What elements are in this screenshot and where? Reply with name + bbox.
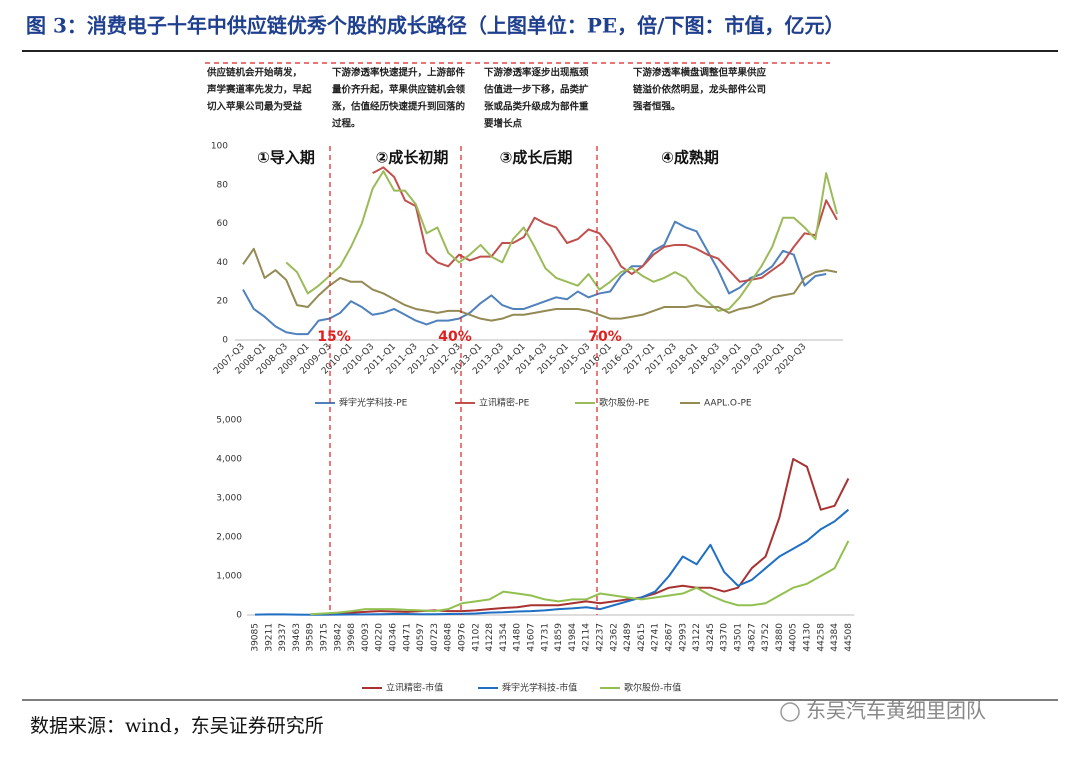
legend-label: 歌尔股份-PE (599, 397, 650, 409)
annotation: 过程。 (332, 118, 361, 130)
x-tick-label: 42867 (665, 623, 675, 652)
y-tick-label: 1,000 (216, 572, 242, 582)
x-tick-label: 43370 (720, 623, 730, 652)
watermark: 东吴汽车黄细里团队 (806, 699, 986, 723)
annotation: 声学赛道率先发力，早起 (206, 84, 312, 96)
x-tick-label: 44005 (789, 623, 799, 652)
x-tick-label: 41354 (499, 623, 509, 652)
legend-label: AAPL.O-PE (704, 399, 752, 409)
y-tick-label: 100 (211, 142, 228, 152)
x-tick-label: 39211 (264, 623, 274, 652)
y-tick-label: 2,000 (216, 533, 242, 543)
annotation: 切入苹果公司最为受益 (207, 101, 303, 113)
y-tick-label: 0 (236, 611, 242, 621)
x-tick-label: 44508 (844, 623, 854, 652)
x-tick-label: 40346 (389, 623, 399, 652)
series-line (310, 540, 850, 616)
x-tick-label: 39715 (320, 623, 330, 652)
x-tick-label: 44130 (803, 623, 813, 652)
y-tick-label: 4,000 (216, 455, 242, 465)
phase-label: ②成长初期 (376, 149, 449, 167)
x-tick-label: 41480 (513, 623, 523, 652)
x-tick-label: 40597 (416, 623, 426, 652)
x-tick-label: 39463 (292, 623, 302, 652)
phase-label: ④成熟期 (661, 149, 719, 167)
watermark-icon (780, 702, 800, 722)
source: 数据来源：wind，东吴证券研究所 (30, 715, 324, 737)
x-tick-label: 41859 (554, 623, 564, 652)
series-line (242, 247, 838, 322)
annotation: 下游渗透率快速提升，上游部件 (332, 67, 466, 79)
x-tick-label: 44384 (830, 623, 840, 652)
legend-label: 立讯精密-市值 (386, 682, 443, 694)
annotation: 下游渗透率逐步出现瓶颈 (484, 67, 589, 79)
x-tick-label: 43501 (734, 623, 744, 652)
x-tick-label: 43627 (747, 623, 757, 652)
annotation: 强者恒强。 (633, 101, 681, 113)
annotation: 量价齐升起，苹果供应链机会领 (332, 84, 466, 96)
legend-label: 歌尔股份-市值 (624, 682, 681, 694)
x-tick-label: 40093 (361, 623, 371, 652)
x-tick-label: 40471 (402, 623, 412, 652)
phase-label: ①导入期 (257, 149, 315, 167)
y-tick-label: 3,000 (216, 494, 242, 504)
series-line (323, 458, 850, 616)
x-tick-label: 43752 (761, 623, 771, 652)
x-tick-label: 42741 (651, 623, 661, 652)
annotation: 估值进一步下移，品类扩 (483, 84, 589, 96)
x-tick-label: 42237 (596, 623, 606, 652)
y-tick-label: 20 (217, 297, 229, 307)
x-tick-label: 41228 (485, 623, 495, 652)
series-line (242, 220, 827, 336)
x-tick-label: 41102 (471, 623, 481, 652)
x-tick-label: 40220 (375, 623, 385, 652)
x-tick-label: 39337 (278, 623, 288, 652)
y-tick-label: 60 (217, 219, 229, 229)
x-tick-label: 41731 (540, 623, 550, 652)
figure-title: 图 3：消费电子十年中供应链优秀个股的成长路径（上图单位：PE，倍/下图：市值，… (26, 14, 844, 38)
annotation: 要增长点 (484, 118, 523, 130)
x-tick-label: 40848 (444, 623, 454, 652)
series-line (372, 166, 838, 283)
x-tick-label: 43245 (706, 623, 716, 652)
series-line (254, 508, 850, 616)
series-line (285, 170, 838, 312)
legend-label: 舜宇光学科技-市值 (502, 682, 577, 694)
y-tick-label: 80 (217, 180, 229, 190)
x-tick-label: 41607 (527, 623, 537, 652)
y-tick-label: 5,000 (216, 416, 242, 426)
legend-label: 舜宇光学科技-PE (339, 397, 408, 409)
y-tick-label: 40 (217, 258, 229, 268)
x-tick-label: 43122 (692, 623, 702, 652)
annotation: 下游渗透率横盘调整但苹果供应 (633, 67, 767, 79)
annotation: 供应链机会开始萌发， (206, 67, 302, 79)
x-tick-label: 42615 (637, 623, 647, 652)
milestone-label: 70% (588, 329, 622, 345)
x-tick-label: 42489 (623, 623, 633, 652)
x-tick-label: 40723 (430, 623, 440, 652)
x-tick-label: 41984 (568, 623, 578, 652)
x-tick-label: 43880 (775, 623, 785, 652)
milestone-label: 15% (317, 329, 351, 345)
annotation: 张或品类升级成为部件重 (484, 101, 589, 113)
x-tick-label: 39842 (333, 623, 343, 652)
x-tick-label: 42114 (582, 623, 592, 652)
x-tick-label: 39968 (347, 623, 357, 652)
legend-label: 立讯精密-PE (479, 397, 530, 409)
x-tick-label: 39589 (306, 623, 316, 652)
x-tick-label: 39085 (251, 623, 261, 652)
x-tick-label: 44258 (816, 623, 826, 652)
x-tick-label: 42362 (609, 623, 619, 652)
x-tick-label: 40976 (458, 623, 468, 652)
phase-label: ③成长后期 (500, 149, 573, 167)
y-tick-label: 0 (222, 336, 228, 346)
milestone-label: 40% (438, 329, 472, 345)
annotation: 链溢价依然明显，龙头部件公司 (633, 84, 766, 96)
x-tick-label: 42993 (678, 623, 688, 652)
annotation: 涨，估值经历快速提升到回落的 (332, 101, 466, 113)
